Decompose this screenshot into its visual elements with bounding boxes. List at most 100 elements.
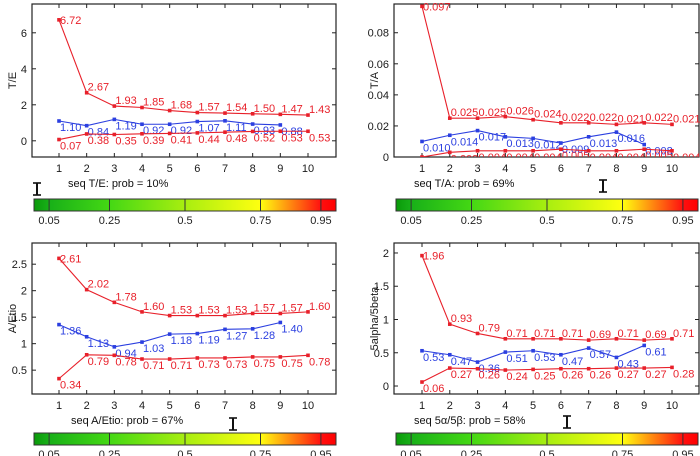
data-label-lower: 0.25 [534, 370, 555, 382]
series-line-upper [58, 19, 309, 116]
x-tick-label: 9 [277, 163, 283, 175]
x-tick-label: 2 [84, 400, 90, 412]
x-tick-label: 8 [613, 400, 619, 412]
data-point-lower [531, 148, 535, 153]
data-point-middle [195, 119, 200, 124]
colorbar-tick-label: 0.05 [38, 449, 59, 456]
x-tick-label: 4 [139, 163, 145, 175]
data-point-middle [57, 322, 61, 327]
x-tick-label: 2 [84, 163, 90, 175]
y-axis-label: 5alpha/5beta [369, 286, 381, 350]
data-point-upper [112, 104, 117, 108]
data-point-lower [642, 366, 647, 370]
data-label-middle: 0.014 [451, 136, 479, 148]
data-label-middle: 0.016 [617, 133, 645, 145]
data-point-lower [670, 148, 674, 153]
data-label-lower: 0.71 [143, 360, 164, 372]
data-point-upper [559, 336, 563, 341]
data-label-upper: 0.022 [645, 112, 673, 124]
data-label-upper: 0.026 [506, 106, 534, 118]
x-tick-label: 9 [641, 163, 647, 175]
y-tick-label: 1 [383, 314, 389, 326]
data-label-upper: 0.097 [423, 1, 451, 13]
data-point-upper [559, 121, 563, 125]
series-line-lower [58, 130, 308, 141]
data-label-lower: 0.27 [451, 369, 472, 381]
data-label-upper: 0.69 [590, 329, 611, 341]
data-point-lower [306, 129, 310, 134]
data-point-lower [447, 366, 452, 370]
i-beam-marker [563, 415, 571, 429]
y-tick-label: 2 [21, 100, 27, 112]
data-label-upper: 1.57 [198, 102, 219, 114]
data-label-upper: 1.57 [254, 302, 275, 314]
data-point-lower [420, 155, 424, 157]
data-point-middle [278, 320, 283, 325]
data-point-middle [140, 122, 144, 127]
data-label-upper: 0.71 [562, 328, 583, 340]
data-point-middle [167, 332, 172, 336]
data-point-middle [531, 136, 535, 141]
data-label-lower: 0.75 [281, 358, 302, 370]
data-point-middle [503, 135, 508, 139]
data-label-middle: 1.11 [226, 122, 247, 134]
data-point-middle [447, 133, 452, 138]
data-label-middle: 0.51 [506, 353, 527, 365]
data-point-upper [586, 338, 591, 342]
data-label-middle: 0.008 [645, 146, 673, 158]
data-label-middle: 1.07 [198, 123, 219, 135]
data-point-upper [447, 322, 452, 326]
data-label-lower: 0.26 [590, 370, 611, 382]
x-tick-label: 7 [586, 400, 592, 412]
data-label-upper: 1.93 [115, 95, 136, 107]
colorbar-tick-label: 0.05 [400, 449, 421, 456]
data-point-upper [503, 336, 508, 341]
data-label-lower: 0.75 [254, 358, 275, 370]
x-tick-label: 8 [613, 163, 619, 175]
data-label-upper: 1.57 [281, 302, 302, 314]
data-point-lower [140, 131, 144, 136]
colorbar-tick-label: 0.95 [310, 449, 331, 456]
data-label-lower: 0.79 [88, 356, 109, 368]
data-point-lower [614, 366, 619, 370]
x-tick-label: 9 [277, 400, 283, 412]
data-label-lower: 0.44 [198, 134, 219, 146]
data-point-middle [250, 122, 255, 126]
data-point-middle [223, 119, 227, 123]
data-label-upper: 1.60 [309, 301, 330, 313]
data-label-middle: 0.61 [645, 346, 666, 358]
x-tick-label: 4 [139, 400, 145, 412]
panel-a-etio: 1 2 3 4 5 6 7 8 9 10 0.5 1 1.5 2 2.5 A/Etio 2.61 2.02 1.78… [7, 242, 337, 456]
data-label-upper: 0.71 [673, 328, 694, 340]
y-tick-label: 2 [383, 248, 389, 260]
data-label-middle: 0.94 [115, 348, 136, 360]
x-tick-label: 9 [641, 400, 647, 412]
data-point-middle [84, 123, 89, 128]
data-label-middle: 1.10 [60, 122, 81, 134]
seq-probability-label: seq T/A: prob = 69% [414, 178, 515, 190]
x-tick-label: 5 [530, 163, 536, 175]
data-label-middle: 1.13 [88, 338, 109, 350]
data-label-middle: 0.013 [590, 138, 618, 150]
x-tick-label: 6 [194, 163, 200, 175]
data-label-middle: 0.43 [617, 358, 638, 370]
data-label-upper: 1.47 [281, 103, 302, 115]
data-point-middle [642, 142, 647, 147]
data-label-lower: 0.73 [226, 359, 247, 371]
data-point-upper [195, 313, 200, 318]
data-label-middle: 1.40 [281, 323, 302, 335]
data-point-upper [503, 114, 508, 119]
data-point-upper [670, 122, 674, 127]
data-point-lower [278, 129, 283, 134]
data-point-middle [84, 334, 89, 339]
data-label-upper: 0.024 [534, 109, 562, 121]
colorbar-tick-label: 0.25 [461, 215, 482, 227]
data-point-middle [250, 327, 255, 331]
data-label-middle: 0.53 [423, 352, 444, 364]
data-point-lower [586, 366, 591, 371]
series-line-upper [421, 6, 673, 125]
data-point-upper [670, 336, 674, 341]
x-tick-label: 3 [111, 163, 117, 175]
colorbar-tick-label: 0.95 [310, 215, 331, 227]
